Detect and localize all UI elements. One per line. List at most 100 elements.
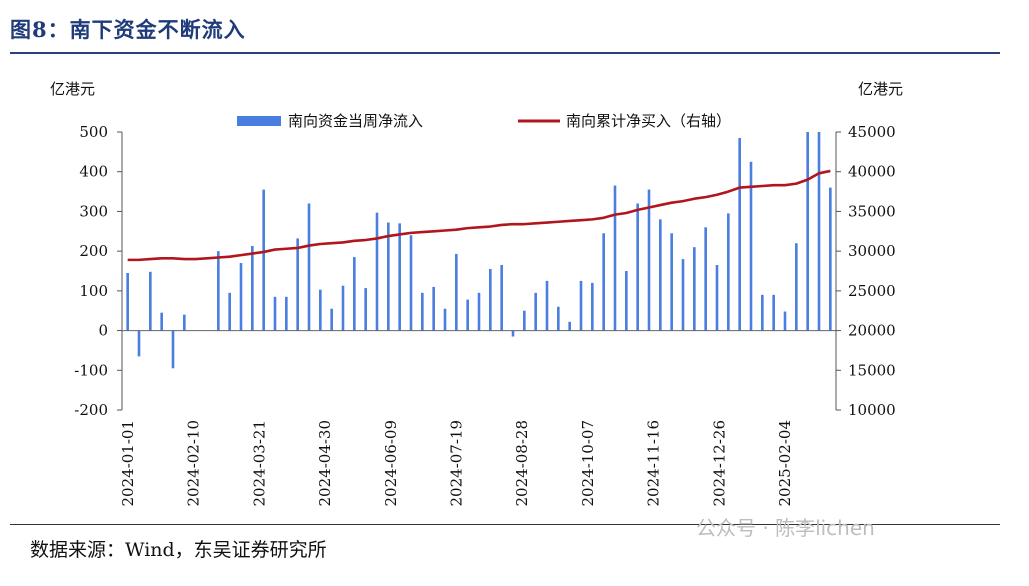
right-tick-label: 35000 xyxy=(848,202,896,220)
weekly-inflow-bar xyxy=(398,223,401,331)
weekly-inflow-bar xyxy=(273,296,277,331)
weekly-inflow-bar xyxy=(579,280,583,331)
legend: 南向资金当周净流入 南向累计净买入（右轴） xyxy=(237,112,731,130)
right-tick-label: 15000 xyxy=(848,361,896,379)
weekly-inflow-bar xyxy=(183,314,186,331)
x-tick-label: 2024-08-28 xyxy=(513,420,531,506)
weekly-inflow-bar xyxy=(330,308,333,331)
weekly-inflow-bar xyxy=(160,312,163,331)
weekly-inflow-bar xyxy=(149,271,152,331)
chart: -200 -100 0 100 200 300 400 500 10000 15000 20000… xyxy=(50,80,903,506)
x-tick-label: 2025-02-04 xyxy=(776,420,794,506)
weekly-inflow-bar xyxy=(443,308,447,331)
weekly-inflow-bar xyxy=(534,292,537,331)
weekly-inflow-bar xyxy=(409,235,413,331)
weekly-inflow-bar xyxy=(523,310,526,331)
legend-label-line: 南向累计净买入（右轴） xyxy=(566,112,731,130)
left-axis-unit-label: 亿港元 xyxy=(50,80,95,98)
left-tick-label: -200 xyxy=(74,401,108,419)
left-tick-label: 300 xyxy=(79,202,108,220)
weekly-inflow-bar xyxy=(647,189,651,331)
x-axis: 2024-01-01 2024-02-10 2024-03-21 2024-04-30… xyxy=(119,420,794,506)
weekly-inflow-bar xyxy=(432,286,435,331)
x-tick-label: 2024-02-10 xyxy=(185,420,203,506)
weekly-inflow-bar xyxy=(557,306,560,331)
weekly-inflow-bar xyxy=(421,292,424,331)
watermark: 公众号 · 陈李lichen xyxy=(696,516,875,540)
right-axis: 10000 15000 20000 25000 30000 35000 40000 45000 xyxy=(835,123,896,419)
weekly-inflow-bar xyxy=(625,271,628,331)
x-tick-label: 2024-04-30 xyxy=(316,420,334,506)
right-tick-label: 45000 xyxy=(848,123,896,141)
weekly-inflow-bar xyxy=(285,296,288,331)
weekly-inflow-bar xyxy=(319,289,322,331)
weekly-inflow-bar xyxy=(761,294,764,331)
weekly-inflow-bar xyxy=(806,132,809,331)
right-tick-label: 30000 xyxy=(848,242,896,260)
weekly-inflow-bar xyxy=(296,238,299,331)
figure-title: 图8：南下资金不断流入 xyxy=(10,17,246,42)
weekly-inflow-bar xyxy=(659,219,662,331)
weekly-inflow-bar xyxy=(817,132,821,331)
right-tick-label: 25000 xyxy=(848,282,896,300)
weekly-inflow-bar xyxy=(636,203,639,331)
x-tick-label: 2024-11-16 xyxy=(645,420,663,506)
weekly-inflow-bar xyxy=(613,185,617,331)
right-tick-label: 10000 xyxy=(848,401,896,419)
right-tick-label: 40000 xyxy=(848,163,896,181)
source-note: 数据来源：Wind，东吴证券研究所 xyxy=(30,539,327,561)
x-tick-label: 2024-07-19 xyxy=(448,420,466,506)
weekly-inflow-bar xyxy=(126,272,129,331)
bar-series xyxy=(126,132,832,369)
weekly-inflow-bar xyxy=(738,137,741,331)
weekly-inflow-bar xyxy=(387,222,390,331)
line-series xyxy=(127,169,831,262)
weekly-inflow-bar xyxy=(783,311,787,331)
weekly-inflow-bar xyxy=(568,321,571,331)
title-rule xyxy=(10,52,1000,54)
weekly-inflow-bar xyxy=(489,269,492,331)
weekly-inflow-bar xyxy=(455,253,458,331)
weekly-inflow-bar xyxy=(500,265,503,331)
weekly-inflow-bar xyxy=(228,292,231,331)
weekly-inflow-bar xyxy=(364,288,367,331)
weekly-inflow-bar xyxy=(262,189,265,331)
weekly-inflow-bar xyxy=(511,330,515,337)
weekly-inflow-bar xyxy=(375,212,379,331)
source-rule xyxy=(10,524,1000,525)
left-tick-label: -100 xyxy=(74,361,108,379)
weekly-inflow-bar xyxy=(693,247,696,331)
weekly-inflow-bar xyxy=(670,233,673,331)
right-axis-unit-label: 亿港元 xyxy=(858,80,903,98)
x-tick-label: 2024-10-07 xyxy=(579,420,597,506)
left-tick-label: 500 xyxy=(79,123,108,141)
left-tick-label: 400 xyxy=(79,163,108,181)
weekly-inflow-bar xyxy=(239,263,243,331)
weekly-inflow-bar xyxy=(307,203,311,331)
weekly-inflow-bar xyxy=(704,227,707,331)
left-tick-label: 200 xyxy=(79,242,108,260)
weekly-inflow-bar xyxy=(727,213,730,331)
cumulative-line xyxy=(127,169,831,262)
weekly-inflow-bar xyxy=(772,294,775,331)
weekly-inflow-bar xyxy=(681,259,685,331)
x-tick-label: 2024-06-09 xyxy=(382,420,400,506)
weekly-inflow-bar xyxy=(591,282,594,331)
weekly-inflow-bar xyxy=(341,285,345,331)
x-tick-label: 2024-03-21 xyxy=(250,420,268,506)
weekly-inflow-bar xyxy=(795,243,798,331)
legend-label-bars: 南向资金当周净流入 xyxy=(288,112,423,130)
left-axis: -200 -100 0 100 200 300 400 500 xyxy=(74,123,123,419)
x-tick-label: 2024-01-01 xyxy=(119,420,137,506)
weekly-inflow-bar xyxy=(477,292,481,331)
weekly-inflow-bar xyxy=(602,233,605,331)
left-tick-label: 100 xyxy=(79,282,108,300)
weekly-inflow-bar xyxy=(171,330,175,369)
weekly-inflow-bar xyxy=(251,245,254,331)
weekly-inflow-bar xyxy=(749,161,753,331)
weekly-inflow-bar xyxy=(137,330,141,357)
x-tick-label: 2024-12-26 xyxy=(710,420,728,506)
weekly-inflow-bar xyxy=(353,257,356,331)
weekly-inflow-bar xyxy=(545,280,549,331)
weekly-inflow-bar xyxy=(829,187,832,331)
